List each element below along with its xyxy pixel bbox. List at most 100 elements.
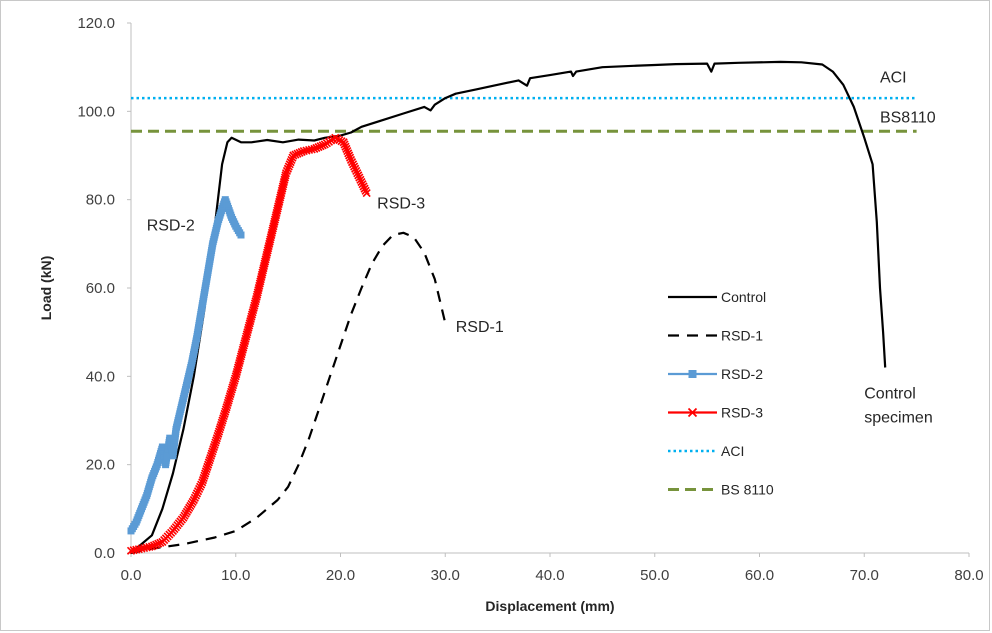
data-point-rsd-3 (312, 143, 321, 153)
data-point-rsd-3 (345, 151, 354, 160)
data-point-rsd-3 (342, 144, 351, 153)
data-point-rsd-3 (198, 478, 207, 487)
data-point-rsd-3 (345, 153, 355, 162)
data-point-rsd-3 (293, 149, 302, 158)
annotation-bs8110: BS8110 (880, 109, 936, 126)
x-tick-label: 60.0 (745, 567, 774, 584)
annotation-specimen: specimen (864, 410, 932, 427)
series-line-rsd-1 (130, 231, 447, 555)
annotation-rsd-3: RSD-3 (377, 196, 425, 213)
data-point-rsd-3 (206, 451, 216, 460)
data-point-rsd-3 (212, 436, 221, 445)
series-rsd-2 (127, 196, 245, 535)
x-tick-label: 30.0 (431, 567, 460, 584)
data-point-rsd-3 (209, 442, 219, 452)
data-point-rsd-3 (352, 166, 361, 176)
data-point-rsd-3 (289, 151, 298, 160)
data-point-rsd-3 (346, 155, 356, 164)
legend-item-rsd-2: RSD-2 (668, 366, 763, 382)
data-point-rsd-3 (281, 169, 291, 178)
data-point-rsd-3 (307, 145, 316, 154)
annotation-control: Control (864, 385, 916, 402)
legend-item-control: Control (668, 289, 766, 305)
data-point-rsd-3 (284, 162, 293, 171)
data-point-rsd-3 (353, 169, 362, 178)
data-point-rsd-3 (359, 182, 368, 191)
data-point-rsd-3 (218, 416, 227, 425)
data-point-rsd-3 (216, 423, 225, 432)
x-tick-label: 20.0 (326, 567, 355, 584)
legend-label-rsd-1: RSD-1 (721, 328, 763, 344)
data-point-rsd-3 (283, 164, 292, 173)
annotation-aci: ACI (880, 70, 907, 87)
data-point-rsd-3 (215, 425, 224, 434)
data-point-rsd-3 (282, 166, 292, 176)
data-point-rsd-3 (340, 140, 349, 149)
data-point-rsd-3 (210, 440, 219, 449)
data-point-rsd-3 (316, 142, 325, 151)
data-point-rsd-3 (354, 171, 363, 180)
data-point-rsd-3 (192, 489, 202, 498)
x-tick-label: 40.0 (535, 567, 564, 584)
legend: Control RSD-1 RSD-2 RSD-3 ACI BS 8110 (668, 289, 774, 498)
data-point-rsd-3 (219, 414, 228, 423)
x-tick-label: 0.0 (121, 567, 142, 584)
data-point-rsd-3 (214, 427, 224, 436)
data-point-rsd-3 (356, 175, 365, 184)
data-point-rsd-3 (295, 148, 304, 157)
data-point-rsd-3 (362, 188, 371, 198)
data-point-rsd-3 (202, 465, 211, 474)
data-point-rsd-3 (343, 147, 352, 156)
data-point-rsd-3 (195, 484, 204, 494)
data-point-rsd-3 (145, 542, 154, 551)
data-point-rsd-3 (189, 495, 198, 505)
data-point-rsd-3 (344, 149, 353, 158)
data-point-rsd-3 (152, 540, 161, 549)
x-tick-label: 50.0 (640, 567, 669, 584)
data-point-rsd-3 (214, 429, 223, 438)
legend-item-aci: ACI (668, 443, 744, 459)
data-point-rsd-3 (339, 138, 348, 147)
annotations: ACI BS8110 RSD-3 RSD-2 RSD-1 Control specimen (147, 70, 936, 427)
data-point-rsd-3 (213, 431, 222, 441)
data-point-rsd-3 (219, 412, 228, 421)
data-point-rsd-3 (212, 434, 221, 443)
y-tick-label: 100.0 (77, 103, 115, 120)
data-point-rsd-3 (355, 173, 364, 182)
legend-label-control: Control (721, 289, 766, 305)
legend-label-aci: ACI (721, 443, 744, 459)
data-point-rsd-3 (154, 539, 163, 548)
y-tick-label: 20.0 (86, 457, 115, 474)
data-point-rsd-3 (314, 143, 323, 152)
data-point-rsd-3 (351, 164, 360, 173)
data-point-rsd-3 (149, 541, 159, 550)
legend-label-rsd-2: RSD-2 (721, 366, 763, 382)
legend-label-bs-8110: BS 8110 (721, 482, 774, 498)
data-point-rsd-3 (217, 418, 226, 427)
data-point-rsd-3 (207, 449, 216, 458)
data-point-rsd-3 (217, 420, 226, 429)
legend-item-rsd-3: RSD-3 (668, 405, 763, 421)
x-tick-label: 10.0 (221, 567, 250, 584)
axes (127, 22, 970, 557)
data-point-rsd-3 (318, 141, 327, 150)
data-point-rsd-3 (310, 144, 319, 153)
data-point-rsd-3 (199, 473, 208, 482)
data-point-rsd-3 (209, 445, 218, 454)
data-point-rsd-3 (205, 456, 214, 465)
data-point-rsd-3 (193, 487, 203, 496)
y-tick-label: 0.0 (94, 545, 115, 562)
data-point-rsd-3 (361, 186, 370, 195)
series-layer (126, 60, 917, 555)
data-point-rsd-3 (203, 462, 212, 471)
x-tick-label: 70.0 (850, 567, 879, 584)
series-line-rsd-3 (130, 136, 368, 552)
data-point-rsd-3 (198, 476, 208, 485)
series-control (130, 60, 887, 554)
series-rsd-3 (126, 133, 371, 555)
series-line-control (130, 60, 887, 554)
data-point-rsd-3 (281, 171, 290, 180)
data-point-rsd-3 (291, 150, 300, 159)
data-point-rsd-3 (200, 471, 209, 480)
